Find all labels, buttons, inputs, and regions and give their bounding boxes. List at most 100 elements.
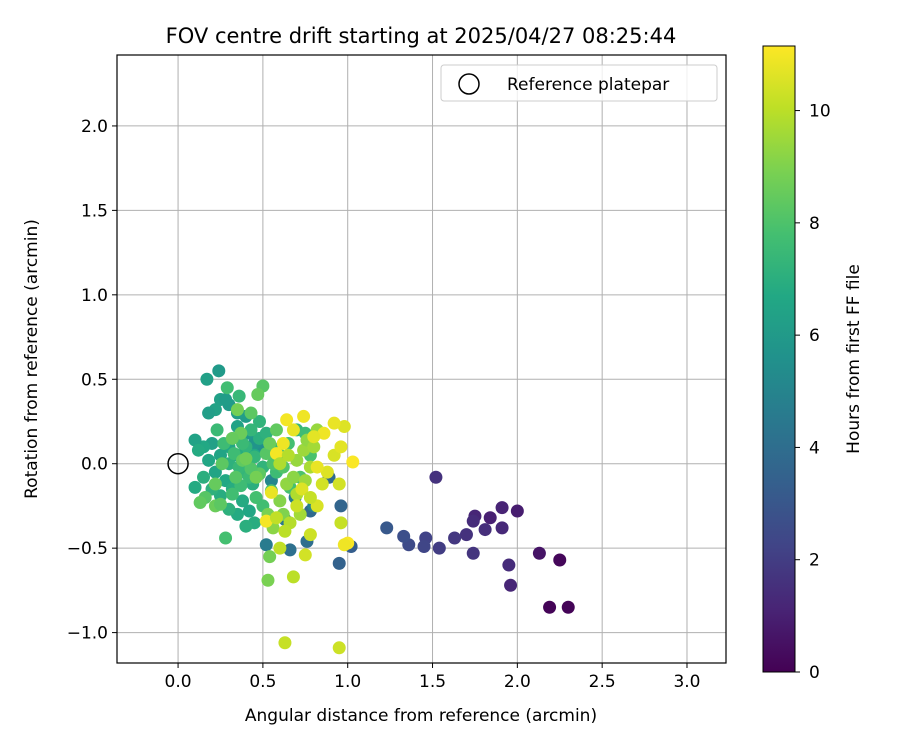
scatter-point (278, 636, 292, 650)
scatter-point (327, 416, 341, 430)
legend[interactable]: Reference platepar (440, 64, 718, 102)
colorbar-tick-label: 0 (809, 663, 820, 683)
colorbar-label: Hours from first FF file (844, 264, 864, 454)
scatter-point (244, 423, 258, 437)
x-axis-ticks: 0.0 0.5 1.0 1.5 2.0 2.5 3.0 (165, 663, 701, 692)
x-tick-label: 3.0 (673, 672, 700, 692)
x-axis-label: Angular distance from reference (arcmin) (245, 706, 597, 726)
scatter-point (259, 447, 273, 461)
scatter-point (220, 381, 234, 395)
scatter-point (244, 406, 258, 420)
scatter-point (251, 387, 265, 401)
scatter-point (239, 452, 253, 466)
scatter-point (466, 546, 480, 560)
scatter-point (495, 521, 509, 535)
scatter-point (232, 389, 246, 403)
scatter-point (334, 516, 348, 530)
legend-box (440, 64, 718, 102)
x-tick-label: 1.0 (334, 672, 361, 692)
scatter-point (334, 440, 348, 454)
scatter-point (286, 470, 300, 484)
scatter-point (252, 414, 266, 428)
data-points (188, 364, 575, 655)
y-tick-label: 1.5 (81, 201, 108, 221)
y-tick-label: −0.5 (67, 539, 108, 559)
scatter-point (466, 514, 480, 528)
scatter-point (320, 465, 334, 479)
scatter-point (264, 485, 278, 499)
plot-frame (116, 54, 727, 664)
colorbar-tick-label: 6 (809, 326, 820, 346)
scatter-point (504, 578, 518, 592)
x-tick-label: 2.5 (589, 672, 616, 692)
y-axis-label: Rotation from reference (arcmin) (22, 219, 42, 499)
scatter-point (202, 406, 216, 420)
legend-marker-icon (458, 73, 480, 95)
reference-point (167, 452, 189, 475)
scatter-point (553, 553, 567, 567)
scatter-point (263, 550, 277, 564)
x-tick-label: 2.0 (504, 672, 531, 692)
grid-lines (117, 55, 726, 663)
scatter-point (230, 403, 244, 417)
scatter-point (225, 487, 239, 501)
scatter-point (346, 455, 360, 469)
scatter-point (332, 641, 346, 655)
scatter-point (273, 541, 287, 555)
scatter-point (202, 453, 216, 467)
x-tick-label: 1.5 (419, 672, 446, 692)
scatter-point (561, 600, 575, 614)
scatter-point (478, 523, 492, 537)
reference-marker (167, 452, 189, 475)
scatter-point (295, 482, 309, 496)
scatter-point (448, 531, 462, 545)
scatter-point (249, 470, 263, 484)
scatter-point (502, 558, 516, 572)
scatter-point (219, 393, 233, 407)
y-tick-label: −1.0 (67, 624, 108, 644)
scatter-point (188, 480, 202, 494)
scatter-point (417, 539, 431, 553)
scatter-point (269, 511, 283, 525)
colorbar-tick-label: 4 (809, 438, 820, 458)
scatter-point (483, 511, 497, 525)
scatter-point (239, 519, 253, 533)
y-tick-label: 2.0 (81, 117, 108, 137)
scatter-point (297, 409, 311, 423)
scatter-point (510, 504, 524, 518)
scatter-point (278, 524, 292, 538)
scatter-point (286, 570, 300, 584)
scatter-point (197, 470, 211, 484)
colorbar-ticks: 0 2 4 6 8 10 (795, 102, 831, 683)
colorbar-tick-label: 8 (809, 214, 820, 234)
scatter-point (310, 460, 324, 474)
scatter-point (429, 470, 443, 484)
scatter-point (259, 514, 273, 528)
scatter-point (307, 440, 321, 454)
scatter-point (290, 499, 304, 513)
scatter-point (188, 433, 202, 447)
scatter-point (495, 501, 509, 515)
scatter-point (337, 538, 351, 552)
scatter-point (215, 457, 229, 471)
scatter-point (242, 504, 256, 518)
scatter-point (283, 543, 297, 557)
scatter-point (225, 431, 239, 445)
colorbar-tick-label: 2 (809, 551, 820, 571)
scatter-point (263, 436, 277, 450)
scatter-point (191, 443, 205, 457)
scatter-point (219, 531, 233, 545)
scatter-point (543, 600, 557, 614)
scatter-point (193, 496, 207, 510)
scatter-point (380, 521, 394, 535)
scatter-point (213, 497, 227, 511)
scatter-point (337, 420, 351, 434)
x-tick-label: 0.0 (165, 672, 192, 692)
y-tick-label: 1.0 (81, 286, 108, 306)
scatter-point (303, 490, 317, 504)
scatter-point (210, 423, 224, 437)
scatter-point (236, 494, 250, 508)
y-tick-label: 0.5 (81, 370, 108, 390)
scatter-point (297, 443, 311, 457)
scatter-point (298, 548, 312, 562)
